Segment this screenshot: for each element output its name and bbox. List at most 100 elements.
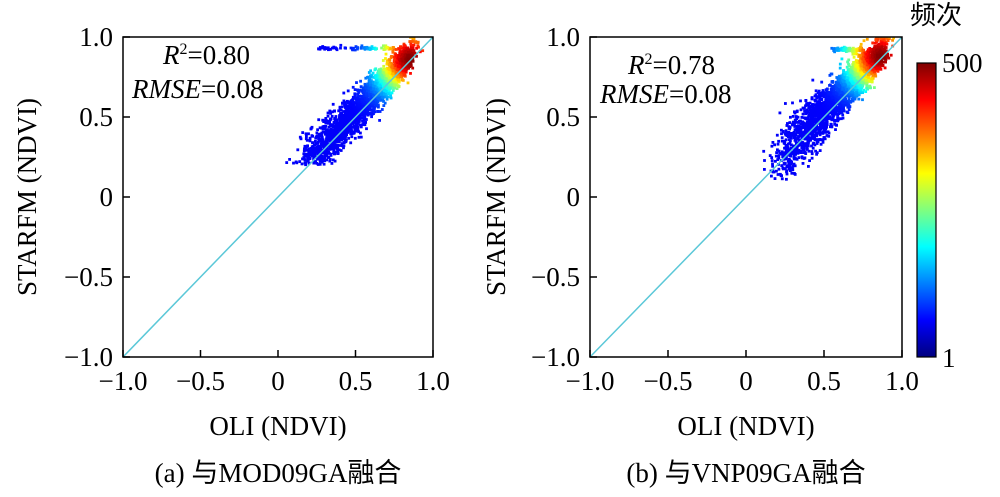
scatter-point-a-2364 <box>322 126 325 130</box>
scatter-point-b-1597 <box>857 64 861 68</box>
scatter-point-a-2234 <box>313 151 317 155</box>
scatter-point-a-1975 <box>337 148 341 152</box>
scatter-point-a-2466 <box>407 54 410 58</box>
scatter-point-a-794 <box>304 137 308 141</box>
scatter-point-b-2214 <box>864 78 868 82</box>
scatter-point-b-1133 <box>825 92 828 96</box>
scatter-point-b-1821 <box>818 97 821 101</box>
scatter-point-b-1048 <box>873 41 877 45</box>
scatter-point-b-1921 <box>824 127 828 131</box>
scatter-point-b-2372 <box>811 106 815 109</box>
scatter-point-b-1378 <box>846 68 850 72</box>
scatter-point-a-2547 <box>387 47 391 50</box>
scatter-point-a-2007 <box>397 78 400 82</box>
scatter-point-b-1447 <box>841 113 845 117</box>
annotation-a: R2=0.80 RMSE=0.08 <box>131 40 263 104</box>
scatter-point-a-2065 <box>361 86 365 90</box>
scatter-point-b-870 <box>806 144 810 148</box>
scatter-point-a-2106 <box>355 99 359 103</box>
scatter-point-b-2202 <box>816 115 820 119</box>
scatter-point-b-1556 <box>853 97 857 101</box>
scatter-point-a-1201 <box>354 122 358 126</box>
scatter-point-b-987 <box>883 66 887 70</box>
scatter-point-a-1251 <box>366 113 370 117</box>
scatter-point-b-1762 <box>808 159 811 162</box>
scatter-point-b-1908 <box>817 127 821 130</box>
scatter-point-a-2435 <box>350 129 353 133</box>
scatter-point-a-865 <box>351 85 355 89</box>
scatter-point-a-2209 <box>366 108 369 112</box>
scatter-point-a-1742 <box>385 86 388 90</box>
scatter-point-a-2442 <box>376 93 380 97</box>
scatter-point-a-2429 <box>401 59 405 63</box>
scatter-point-b-1486 <box>820 112 824 116</box>
scatter-point-a-1840 <box>308 157 312 161</box>
scatter-point-b-1682 <box>851 91 855 94</box>
scatter-point-a-2131 <box>304 148 308 152</box>
scatter-point-b-851 <box>824 131 828 134</box>
scatter-point-a-978 <box>359 131 362 135</box>
scatter-point-b-1998 <box>847 108 851 111</box>
scatter-point-a-2050 <box>365 89 369 93</box>
scatter-point-b-2131 <box>845 93 849 97</box>
scatter-point-b-1866 <box>871 53 874 56</box>
scatter-point-a-2347 <box>324 117 328 120</box>
scatter-point-a-2038 <box>348 111 352 115</box>
scatter-point-a-2385 <box>379 86 382 90</box>
scatter-point-b-1764 <box>880 40 884 44</box>
scatter-point-a-2179 <box>367 86 371 90</box>
scatter-point-a-2345 <box>310 148 314 151</box>
scatter-point-a-544 <box>315 131 319 135</box>
scatter-point-a-1289 <box>339 149 343 152</box>
scatter-point-a-2527 <box>360 44 364 48</box>
scatter-point-b-2356 <box>790 123 794 126</box>
scatter-point-b-2351 <box>848 74 852 78</box>
scatter-point-a-1993 <box>412 49 416 53</box>
scatter-point-b-950 <box>770 156 774 159</box>
scatter-point-b-1761 <box>877 43 881 47</box>
scatter-point-b-1658 <box>877 62 881 65</box>
scatter-point-a-2225 <box>350 113 354 117</box>
scatter-point-a-2196 <box>322 158 326 161</box>
scatter-point-b-2315 <box>868 59 871 62</box>
scatter-point-b-2306 <box>788 127 791 131</box>
scatter-point-a-1145 <box>321 138 325 142</box>
scatter-point-b-1292 <box>814 108 818 112</box>
scatter-point-a-1485 <box>343 101 347 104</box>
scatter-point-a-1869 <box>318 160 322 163</box>
scatter-point-b-1164 <box>783 139 787 143</box>
scatter-point-a-2420 <box>329 117 332 121</box>
scatter-point-a-95 <box>371 75 375 79</box>
scatter-point-a-1232 <box>344 133 348 136</box>
scatter-point-a-2264 <box>402 53 406 57</box>
scatter-point-a-2378 <box>325 140 329 144</box>
scatter-point-a-2535 <box>339 46 342 50</box>
scatter-point-b-52 <box>789 139 792 143</box>
scatter-point-a-769 <box>355 81 358 84</box>
scatter-point-a-2451 <box>358 115 362 118</box>
r2-annotation-a: R2=0.80 <box>162 40 250 70</box>
scatter-point-a-1259 <box>410 46 413 50</box>
scatter-point-a-1444 <box>324 128 328 132</box>
scatter-point-a-1349 <box>391 50 395 54</box>
scatter-point-b-2368 <box>861 79 865 82</box>
scatter-point-b-1572 <box>831 102 835 106</box>
scatter-point-a-1364 <box>376 110 380 113</box>
scatter-point-a-2123 <box>336 151 340 155</box>
scatter-point-a-1140 <box>347 113 350 116</box>
scatter-point-b-2327 <box>872 48 875 52</box>
scatter-point-a-1842 <box>340 137 344 141</box>
scatter-point-a-2194 <box>404 58 407 62</box>
scatter-point-a-2355 <box>395 71 399 75</box>
scatter-point-b-1068 <box>771 141 775 144</box>
scatter-point-a-2112 <box>350 131 353 134</box>
scatter-point-b-2296 <box>843 101 847 105</box>
scatter-point-a-2108 <box>403 73 406 76</box>
scatter-point-b-516 <box>792 154 796 158</box>
scatter-point-a-2450 <box>317 151 321 154</box>
scatter-point-b-2272 <box>864 63 868 67</box>
scatter-point-a-1609 <box>331 123 335 127</box>
scatter-point-b-2309 <box>792 144 796 148</box>
scatter-point-b-1856 <box>840 57 844 61</box>
